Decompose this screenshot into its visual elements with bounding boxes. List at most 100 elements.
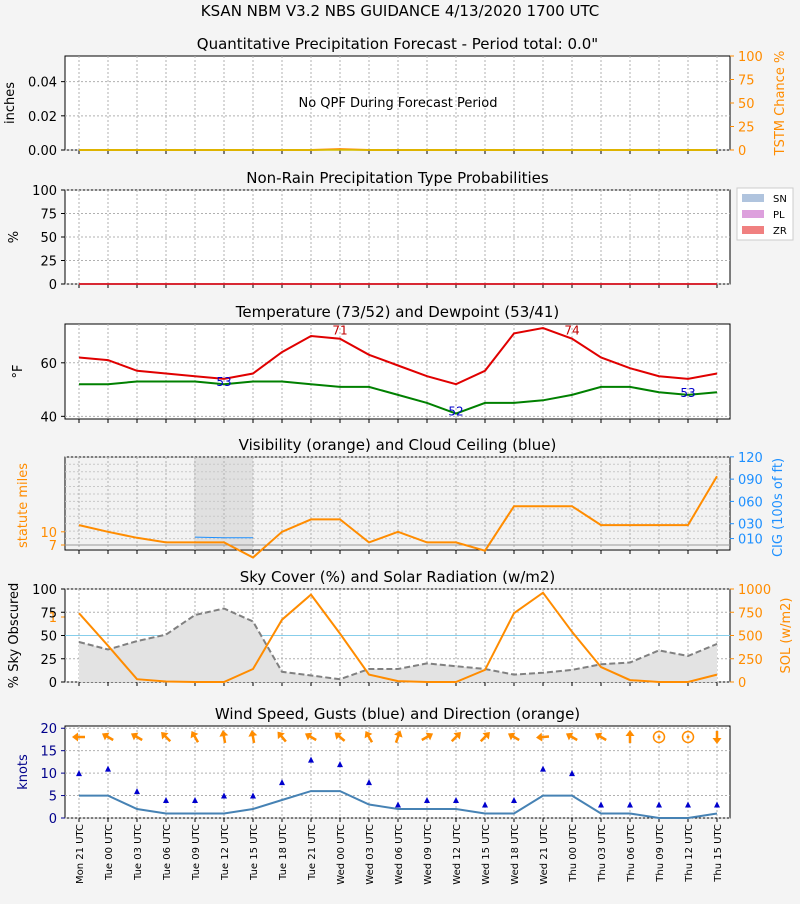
temperature-label: 74: [564, 324, 579, 338]
panel-title: Non-Rain Precipitation Type Probabilitie…: [246, 169, 549, 187]
y-tick-label: 0.02: [28, 110, 57, 125]
time-axis-label: Wed 21 UTC: [539, 824, 550, 885]
y-tick-label: 1: [49, 611, 57, 626]
y2-tick-label: 75: [738, 74, 755, 89]
gust-marker: [685, 801, 691, 808]
solar-line: [78, 591, 718, 683]
temperature-label: 71: [332, 324, 347, 338]
wind-direction-arrow: [72, 732, 85, 742]
visibility-line: [78, 475, 718, 559]
y2-tick-label: 25: [738, 121, 755, 136]
panel-title: Quantitative Precipitation Forecast - Pe…: [197, 35, 598, 53]
y2-tick-label: 0: [738, 144, 746, 159]
arrow-head: [190, 730, 199, 739]
calm-dot: [657, 735, 661, 739]
wind-direction-arrow: [304, 732, 317, 742]
legend-label: PL: [773, 210, 785, 221]
time-axis-label: Tue 12 UTC: [220, 824, 231, 881]
time-axis-label: Wed 12 UTC: [452, 824, 463, 885]
sky-cover-line: [78, 607, 718, 681]
y-tick-label: 7: [49, 539, 57, 554]
time-axis-label: Thu 12 UTC: [684, 824, 695, 883]
figure-title: KSAN NBM V3.2 NBS GUIDANCE 4/13/2020 170…: [201, 2, 599, 20]
time-axis-label: Tue 09 UTC: [191, 824, 202, 881]
gust-marker: [366, 779, 372, 786]
y-tick-label: 40: [40, 410, 57, 425]
time-axis-label: Tue 18 UTC: [278, 824, 289, 881]
gust-marker: [598, 801, 604, 808]
gust-marker: [569, 770, 575, 777]
y-tick-label: 60: [40, 357, 57, 372]
gust-marker: [395, 801, 401, 808]
y2-tick-label: 120: [738, 451, 763, 466]
gust-marker: [279, 779, 285, 786]
gust-marker: [134, 788, 140, 795]
arrow-head: [334, 732, 343, 740]
arrow-head: [712, 738, 722, 744]
wind-direction-arrow: [248, 730, 258, 744]
wind-direction-arrow: [334, 732, 346, 742]
y-tick-label: 75: [40, 606, 57, 621]
gust-marker: [105, 765, 111, 772]
qpf-annotation: No QPF During Forecast Period: [299, 96, 498, 111]
arrow-head: [219, 730, 229, 737]
arrow-head: [507, 732, 516, 741]
time-axis-label: Thu 06 UTC: [626, 824, 637, 883]
gust-marker: [714, 801, 720, 808]
time-axis-label: Tue 21 UTC: [307, 824, 318, 881]
dewpoint-label: 53: [216, 375, 231, 389]
gust-marker: [163, 797, 169, 804]
y-tick-label: 0: [49, 676, 57, 691]
time-axis-label: Tue 06 UTC: [162, 824, 173, 881]
arrow-head: [594, 732, 603, 741]
time-axis-label: Wed 00 UTC: [336, 824, 347, 885]
y-tick-label: 0.04: [28, 76, 57, 91]
time-axis-label: Wed 09 UTC: [423, 824, 434, 885]
y-tick-label: 20: [40, 722, 57, 737]
dewpoint-label: 52: [448, 405, 463, 419]
wind-direction-arrow: [394, 730, 403, 744]
gust-marker: [192, 797, 198, 804]
y-axis-label: %: [7, 231, 22, 243]
y-tick-label: 10: [40, 526, 57, 541]
y-axis-label: % Sky Obscured: [7, 583, 22, 689]
gust-marker: [337, 761, 343, 768]
calm-wind-icon: [652, 730, 666, 744]
y-tick-label: 25: [40, 653, 57, 668]
time-axis-label: Thu 09 UTC: [655, 824, 666, 883]
wind-direction-arrow: [101, 732, 114, 742]
calm-ring: [652, 730, 666, 744]
y-tick-label: 100: [32, 184, 57, 199]
dewpoint-line: [79, 380, 718, 415]
gust-marker: [250, 792, 256, 799]
arrow-head: [425, 732, 434, 741]
wind-direction-arrow: [219, 730, 229, 744]
y-axis-label: SOL (w/m2): [779, 598, 794, 674]
wind-speed-line: [79, 790, 718, 819]
wind-direction-arrow: [190, 730, 200, 743]
arrow-head: [101, 732, 110, 741]
time-axis-label: Wed 18 UTC: [510, 824, 521, 885]
time-axis-label: Thu 03 UTC: [597, 824, 608, 883]
y-axis-label: °F: [11, 365, 26, 379]
panel-title: Visibility (orange) and Cloud Ceiling (b…: [239, 436, 557, 454]
y-axis-label: knots: [16, 754, 31, 790]
temperature-line: [78, 326, 718, 386]
gust-marker: [482, 801, 488, 808]
time-axis-label: Wed 03 UTC: [365, 824, 376, 885]
arrow-head: [304, 732, 313, 741]
legend-swatch: [742, 210, 764, 218]
ceiling-line: [194, 536, 253, 539]
y2-tick-label: 090: [738, 473, 763, 488]
arrow-head: [394, 730, 403, 738]
dewpoint-label: 53: [680, 386, 695, 400]
calm-wind-icon: [681, 730, 695, 744]
legend-label: SN: [773, 194, 787, 205]
y-tick-label: 5: [49, 790, 57, 805]
wind-direction-arrow: [479, 732, 490, 743]
wind-direction-arrow: [130, 732, 143, 742]
y-tick-label: 0: [49, 278, 57, 293]
gust-marker: [453, 797, 459, 804]
